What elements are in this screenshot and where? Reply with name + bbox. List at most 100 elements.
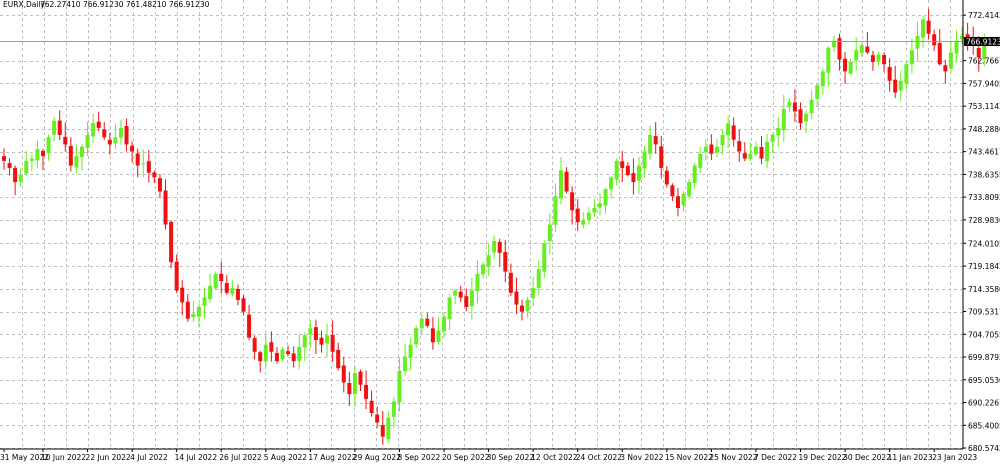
x-tick-label: 15 Nov 2022 xyxy=(665,453,713,462)
y-tick-label: 714.35800 xyxy=(968,285,1000,294)
candle-bear xyxy=(313,327,318,340)
current-price-label-bg xyxy=(964,37,1000,46)
x-tick-label: 30 Sep 2022 xyxy=(487,453,535,462)
candle-bear xyxy=(503,252,508,272)
candle-bull xyxy=(475,273,480,292)
candle-bear xyxy=(570,192,575,211)
candle-bear xyxy=(358,371,363,385)
y-tick-label: 680.57425 xyxy=(968,444,1000,453)
candle-bull xyxy=(202,297,207,306)
candle-bear xyxy=(163,190,168,225)
candle-bear xyxy=(169,221,174,263)
candle-bear xyxy=(291,353,296,362)
candle-bear xyxy=(709,144,714,154)
candle-bull xyxy=(831,40,836,48)
candle-bear xyxy=(653,136,658,145)
candle-bear xyxy=(458,291,463,298)
candle-bull xyxy=(191,314,196,318)
candle-bear xyxy=(737,141,742,152)
candle-bear xyxy=(508,272,513,293)
candle-bull xyxy=(854,50,859,61)
candle-bull xyxy=(302,335,307,348)
candle-bull xyxy=(592,208,597,213)
candle-bull xyxy=(91,123,96,137)
y-tick-label: 772.41425 xyxy=(968,11,1000,20)
candle-bear xyxy=(520,305,525,312)
candle-bear xyxy=(157,178,162,192)
x-tick-label: 24 Oct 2022 xyxy=(576,453,623,462)
x-tick-label: 8 Sep 2022 xyxy=(397,453,440,462)
candle-bull xyxy=(765,142,770,162)
candle-bull xyxy=(753,146,758,155)
candle-bull xyxy=(726,123,731,136)
candle-bull xyxy=(414,328,419,345)
candle-bear xyxy=(843,58,848,72)
symbol-title: EURX,Daily xyxy=(3,0,46,9)
candle-bear xyxy=(336,349,341,369)
x-tick-label: 10 Jun 2022 xyxy=(41,453,86,462)
candle-bear xyxy=(514,291,519,305)
candle-bull xyxy=(113,137,118,144)
candle-bull xyxy=(954,40,959,54)
x-tick-label: 11 Jan 2023 xyxy=(888,453,933,462)
candle-bear xyxy=(792,102,797,112)
x-tick-label: 14 Jul 2022 xyxy=(175,453,218,462)
candle-bear xyxy=(631,173,636,183)
y-tick-label: 733.80925 xyxy=(968,193,1000,202)
candle-bear xyxy=(7,163,12,168)
y-tick-label: 753.11425 xyxy=(968,102,1000,111)
candle-bull xyxy=(642,151,647,169)
candle-bull xyxy=(904,64,909,84)
candle-bull xyxy=(809,99,814,114)
candle-bull xyxy=(614,160,619,180)
candle-bull xyxy=(804,113,809,122)
candle-bull xyxy=(230,288,235,295)
candle-bear xyxy=(464,296,469,307)
candle-bear xyxy=(241,298,246,312)
candle-bull xyxy=(453,290,458,296)
candle-bear xyxy=(96,121,101,128)
candle-bull xyxy=(118,127,123,138)
candle-bear xyxy=(943,65,948,72)
candle-bull xyxy=(397,370,402,403)
candle-bull xyxy=(79,146,84,158)
candle-bull xyxy=(486,255,491,267)
candle-bear xyxy=(319,337,324,345)
candle-bull xyxy=(559,170,563,199)
candle-bull xyxy=(29,158,34,161)
candle-bear xyxy=(620,161,625,168)
candle-bull xyxy=(74,156,79,168)
candle-bear xyxy=(146,161,151,173)
candle-bull xyxy=(826,47,831,73)
candle-bull xyxy=(391,401,396,417)
candle-bear xyxy=(625,165,630,176)
candle-bear xyxy=(932,34,937,46)
candle-bear xyxy=(937,43,942,65)
candle-bull xyxy=(297,347,302,361)
candle-bull xyxy=(770,134,775,142)
candle-bear xyxy=(330,334,335,352)
candle-bear xyxy=(887,66,892,81)
candle-bear xyxy=(870,55,875,62)
candle-bull xyxy=(531,288,536,299)
candle-bull xyxy=(547,224,552,241)
candle-bear xyxy=(659,146,664,168)
x-tick-label: 29 Aug 2022 xyxy=(353,453,401,462)
candle-bear xyxy=(152,172,157,178)
candle-bull xyxy=(481,264,486,275)
current-price-label-text: 766.91230 xyxy=(966,38,1000,47)
candle-bear xyxy=(57,120,62,135)
candle-bull xyxy=(648,134,653,154)
candle-bull xyxy=(581,219,586,225)
candle-bull xyxy=(921,19,926,38)
candle-bull xyxy=(681,193,686,206)
candle-bear xyxy=(675,196,680,209)
candle-bear xyxy=(258,352,263,362)
y-tick-label: 704.70550 xyxy=(968,330,1000,339)
candle-bull xyxy=(85,134,90,149)
x-tick-label: 25 Nov 2022 xyxy=(709,453,757,462)
candle-bull xyxy=(46,137,51,154)
candle-bull xyxy=(698,153,703,168)
